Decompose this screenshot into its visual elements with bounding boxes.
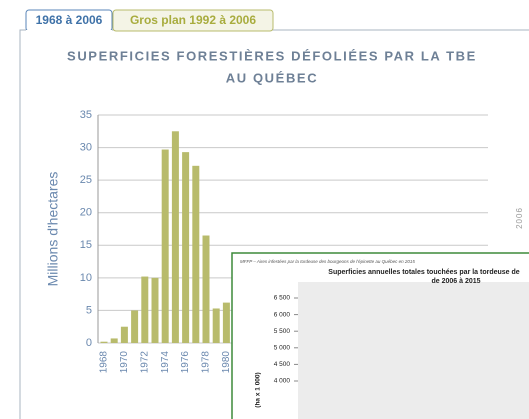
y-tick-label: 5 xyxy=(86,304,92,316)
y-tick-label: 35 xyxy=(80,109,92,121)
chart-title: SUPERFICIES FORESTIÈRES DÉFOLIÉES PAR LA… xyxy=(67,48,477,63)
plot-background xyxy=(298,282,529,419)
y-tick-label: 30 xyxy=(80,141,92,153)
y-tick-label: 15 xyxy=(80,239,92,251)
bar xyxy=(182,152,190,343)
bar xyxy=(100,341,108,343)
bar xyxy=(110,338,118,343)
bar xyxy=(222,302,230,343)
y-tick-label: 6 500 xyxy=(274,295,291,302)
x-tick-label: 1970 xyxy=(119,351,130,374)
y-tick-label: 4 500 xyxy=(274,361,291,368)
bar xyxy=(161,149,169,343)
y-tick-label: 5 000 xyxy=(274,345,291,352)
bar xyxy=(171,131,179,343)
bar xyxy=(141,276,149,343)
y-tick-label: 6 000 xyxy=(274,311,291,318)
y-axis-label: (ha x 1 000) xyxy=(255,372,262,407)
y-tick-label: 25 xyxy=(80,174,92,186)
inset-header: MFFP – Aires infestées par la tordeuse d… xyxy=(240,259,415,264)
tab-label[interactable]: 1968 à 2006 xyxy=(36,13,103,27)
bar xyxy=(192,165,200,343)
x-tick-label: 1980 xyxy=(221,351,232,374)
bar xyxy=(151,277,159,343)
tab[interactable] xyxy=(112,9,274,32)
y-tick-label: 20 xyxy=(80,207,92,219)
bar xyxy=(131,310,139,343)
x-tick-label: 1972 xyxy=(139,351,150,374)
y-axis-label: Millions d'hectares xyxy=(45,172,61,287)
inset-title: Superficies annuelles totales touchées p… xyxy=(328,269,520,276)
y-tick-label: 0 xyxy=(86,337,92,349)
x-tick-label: 1976 xyxy=(180,351,191,374)
bar xyxy=(120,326,128,343)
y-tick-label: 10 xyxy=(80,272,92,284)
x-tick-label: 1968 xyxy=(99,351,110,374)
bar xyxy=(212,308,220,343)
inset-title: de 2006 à 2015 xyxy=(431,278,480,285)
tab-label[interactable]: Gros plan 1992 à 2006 xyxy=(130,13,256,27)
chart-title: AU QUÉBEC xyxy=(226,70,318,85)
y-tick-label: 5 500 xyxy=(274,328,291,335)
bar xyxy=(202,235,210,343)
x-tick-label: 1978 xyxy=(201,351,212,374)
x-tick-label: 1974 xyxy=(160,351,171,374)
side-note: 2006 xyxy=(515,207,524,229)
y-tick-label: 4 000 xyxy=(274,378,291,385)
